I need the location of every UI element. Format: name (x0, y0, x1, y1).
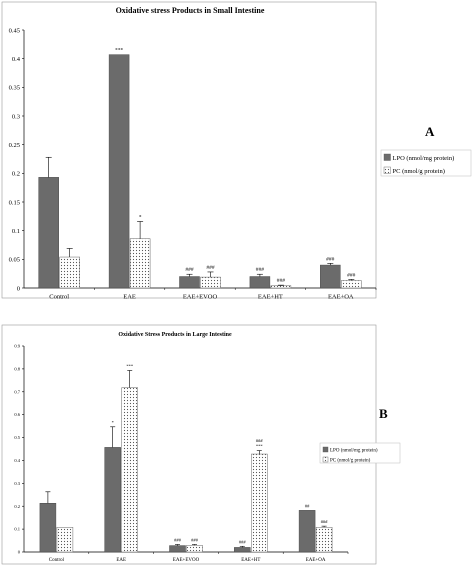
bar-lpo (104, 447, 121, 553)
x-tick-label: EAE (123, 294, 136, 301)
legend-swatch-lpo (383, 153, 391, 161)
x-tick-label: EAE+EVOO (183, 294, 218, 301)
significance-label: ### (277, 278, 286, 284)
significance-label: ### (191, 537, 199, 542)
chart-title: Oxidative stress Products in Small Intes… (116, 6, 265, 15)
legend-label-pc: PC (nmol/g protein) (393, 168, 445, 175)
legend-label-pc: PC (nmol/g protein) (330, 459, 371, 464)
significance-label: ### (256, 438, 264, 443)
bar-pc (186, 545, 203, 553)
x-tick-label: Control (49, 558, 65, 563)
y-tick-label: 0.45 (9, 27, 20, 34)
chart-title: Oxidative Stress Products in Large Intes… (118, 332, 232, 338)
y-tick-label: 0.1 (12, 228, 20, 235)
significance-label: ### (185, 267, 194, 273)
chart-frame (1, 1, 377, 299)
legend-swatch-pc (383, 166, 391, 174)
y-tick-label: 0.3 (14, 481, 20, 486)
bar-pc (56, 527, 74, 553)
significance-label: ### (174, 537, 182, 542)
x-tick-label: EAE+HT (258, 294, 283, 301)
significance-label: *** (256, 444, 264, 449)
bar-lpo (38, 177, 59, 289)
bar-pc (251, 453, 268, 553)
legend-box (319, 442, 401, 464)
significance-label: * (112, 420, 115, 425)
y-tick-label: 0.35 (9, 85, 20, 92)
x-tick-label: Control (49, 294, 69, 301)
bar-pc (129, 238, 151, 289)
x-tick-label: EAE (116, 558, 126, 563)
bar-lpo (320, 264, 341, 289)
significance-label: ### (239, 539, 247, 544)
y-tick-label: 0 (17, 285, 20, 292)
bar-lpo (169, 545, 186, 553)
significance-label: *** (126, 363, 134, 368)
y-tick-label: 0 (18, 550, 21, 555)
y-tick-label: 0.9 (14, 344, 20, 349)
y-tick-label: 0.7 (14, 389, 20, 394)
legend-box (380, 149, 472, 177)
y-tick-label: 0.2 (12, 171, 20, 178)
y-tick-label: 0.8 (14, 366, 20, 371)
bar-pc (59, 256, 80, 289)
panel-label-b: B (379, 406, 388, 421)
x-tick-label: EAE+HT (241, 558, 260, 563)
bar-lpo (234, 547, 251, 553)
bar-pc (315, 527, 333, 553)
y-tick-label: 0.25 (9, 142, 20, 149)
y-tick-label: 0.1 (14, 527, 20, 532)
bar-lpo (108, 54, 130, 289)
legend-label-lpo: LPO (nmol/mg protein) (393, 155, 455, 162)
x-tick-label: EAE+EVOO (173, 558, 200, 563)
legend-label-lpo: LPO (nmol/mg protein) (330, 449, 378, 454)
significance-label: ### (326, 256, 335, 262)
x-tick-label: EAE+OA (306, 558, 326, 563)
y-tick-label: 0.4 (14, 458, 20, 463)
y-tick-label: 0.4 (12, 56, 21, 63)
y-tick-label: 0.05 (9, 257, 20, 264)
y-tick-label: 0.2 (14, 504, 20, 509)
bar-lpo (179, 276, 200, 289)
significance-label: ### (256, 267, 265, 273)
significance-label: ## (305, 503, 310, 508)
significance-label: * (139, 214, 142, 220)
large-intestine-chart: Oxidative Stress Products in Large Intes… (1, 324, 401, 565)
bar-lpo (298, 510, 316, 553)
significance-label: ### (321, 519, 329, 524)
bar-lpo (39, 502, 57, 553)
bar-pc (121, 387, 138, 553)
y-tick-label: 0.3 (12, 113, 20, 120)
panel-label-a: A (425, 124, 435, 139)
bar-lpo (249, 276, 271, 289)
significance-label: ### (347, 272, 356, 278)
x-tick-label: EAE+OA (328, 294, 354, 301)
significance-label: ### (206, 265, 215, 271)
small-intestine-chart: Oxidative stress Products in Small Intes… (1, 1, 472, 301)
y-tick-label: 0.5 (14, 435, 20, 440)
legend-swatch-lpo (322, 446, 329, 453)
bar-pc (270, 285, 292, 289)
y-tick-label: 0.6 (14, 412, 20, 417)
significance-label: *** (115, 48, 124, 54)
bar-pc (200, 276, 221, 289)
y-tick-label: 0.15 (9, 199, 20, 206)
legend-swatch-pc (322, 456, 329, 463)
bar-pc (341, 280, 362, 289)
